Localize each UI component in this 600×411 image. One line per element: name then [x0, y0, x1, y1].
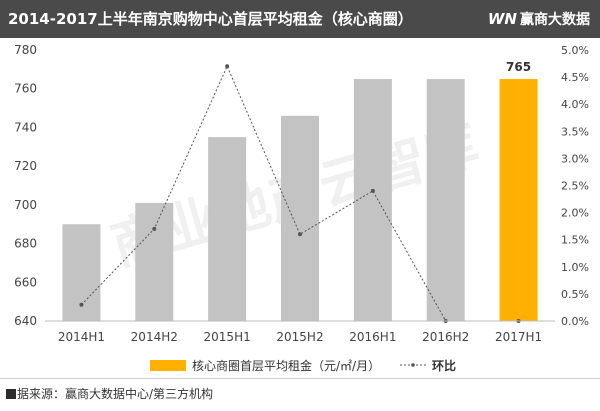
- line-point-2014H1: [79, 302, 84, 307]
- bar-2014H2: [135, 202, 174, 321]
- brand-logo-text: 赢商大数据: [520, 12, 590, 28]
- line-point-2015H2: [298, 232, 302, 237]
- source-label: 据来源：: [17, 387, 66, 401]
- x-tick-label: 2016H2: [422, 330, 469, 344]
- y-right-tick-label: 4.5%: [561, 71, 589, 84]
- y-left-tick-label: 760: [14, 82, 37, 96]
- y-right-tick-label: 0.0%: [561, 315, 589, 328]
- source-label-mark: [6, 389, 16, 399]
- y-left-tick-label: 780: [14, 43, 37, 57]
- line-point-2015H1: [225, 64, 230, 69]
- y-right-tick-label: 1.5%: [561, 234, 589, 247]
- legend-label-line: 环比: [432, 358, 456, 373]
- bar-2015H2: [281, 115, 319, 321]
- y-left-tick-label: 680: [14, 237, 37, 251]
- y-right-tick-label: 3.0%: [561, 152, 589, 165]
- line-point-2016H1: [370, 188, 375, 193]
- y-right-tick-label: 1.0%: [561, 261, 589, 274]
- chart-legend: 核心商圈首层平均租金（元/㎡/月） 环比: [150, 358, 456, 373]
- y-left-tick-label: 740: [14, 120, 37, 134]
- x-tick-label: 2017H1: [495, 330, 542, 344]
- y-left-tick-label: 640: [14, 314, 37, 328]
- y-left-tick-label: 720: [14, 159, 37, 173]
- bar-2017H1: [499, 79, 538, 322]
- source-text: 赢商大数据中心/第三方机构: [65, 387, 214, 401]
- y-left-tick-label: 700: [14, 198, 37, 212]
- bar-2016H2: [426, 79, 465, 322]
- legend-swatch-bar: [150, 360, 186, 371]
- y-right-tick-label: 2.5%: [561, 180, 589, 193]
- x-tick-label: 2016H1: [349, 330, 396, 344]
- y-right-tick-label: 2.0%: [561, 207, 589, 220]
- source-note: 数据来源：赢商大数据中心/第三方机构: [6, 383, 213, 405]
- bar-2016H1: [353, 79, 392, 322]
- chart-header: 2014-2017上半年南京购物中心首层平均租金（核心商圈） WN 赢商大数据: [0, 0, 600, 38]
- data-label-2017H1: 765: [506, 60, 531, 74]
- chart-title: 2014-2017上半年南京购物中心首层平均租金（核心商圈）: [8, 10, 413, 28]
- line-point-2014H2: [152, 226, 157, 231]
- legend-swatch-marker: [411, 363, 415, 367]
- x-tick-label: 2015H1: [204, 330, 251, 344]
- x-tick-label: 2014H1: [58, 330, 105, 344]
- brand-logo-mark: WN: [487, 10, 517, 28]
- y-right-tick-label: 5.0%: [561, 44, 589, 57]
- footer-divider: [0, 378, 600, 379]
- x-tick-label: 2014H2: [131, 330, 178, 344]
- y-left-tick-label: 660: [14, 275, 37, 289]
- chart-area: 商业地产云智库 765 2014H12014H22015H12015H22016…: [14, 43, 589, 373]
- y-right-tick-label: 0.5%: [561, 288, 589, 301]
- brand-logo: WN 赢商大数据: [488, 0, 590, 38]
- legend-label-bar: 核心商圈首层平均租金（元/㎡/月）: [192, 358, 380, 373]
- y-right-tick-label: 3.5%: [561, 125, 589, 138]
- bar-2015H1: [208, 137, 247, 321]
- x-tick-label: 2015H2: [276, 330, 323, 344]
- y-right-tick-label: 4.0%: [561, 98, 589, 111]
